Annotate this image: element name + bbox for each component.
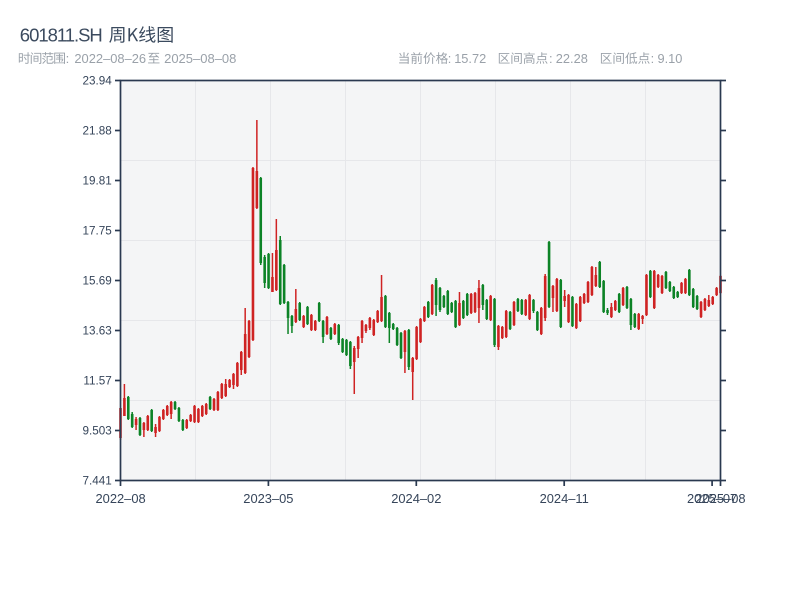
svg-text::: : xyxy=(651,51,655,66)
svg-text:2025–08: 2025–08 xyxy=(695,491,745,506)
svg-text:9.10: 9.10 xyxy=(658,51,683,66)
svg-text:2022–08: 2022–08 xyxy=(96,491,146,506)
svg-text:2024–02: 2024–02 xyxy=(391,491,441,506)
svg-text:19.81: 19.81 xyxy=(83,175,112,188)
svg-text:23.94: 23.94 xyxy=(83,75,113,88)
svg-text:601811.SH: 601811.SH xyxy=(20,24,103,45)
svg-text:13.63: 13.63 xyxy=(83,325,112,338)
svg-text:2023–05: 2023–05 xyxy=(243,491,293,506)
svg-text:2025–07: 2025–07 xyxy=(687,491,737,506)
svg-text::: : xyxy=(549,51,553,66)
svg-text:9.503: 9.503 xyxy=(83,425,112,438)
svg-text:2022–08–26: 2022–08–26 xyxy=(74,51,146,66)
svg-text:15.69: 15.69 xyxy=(83,275,112,288)
svg-text:11.57: 11.57 xyxy=(83,375,111,388)
svg-text:2024–11: 2024–11 xyxy=(540,491,589,506)
svg-text:2025–08–08: 2025–08–08 xyxy=(164,51,236,66)
svg-text:21.88: 21.88 xyxy=(83,125,112,138)
svg-text::: : xyxy=(448,51,452,66)
svg-text::: : xyxy=(66,51,70,66)
svg-text:17.75: 17.75 xyxy=(83,225,113,238)
svg-text:15.72: 15.72 xyxy=(454,51,486,66)
svg-text:7.441: 7.441 xyxy=(83,475,112,488)
svg-text:22.28: 22.28 xyxy=(556,51,588,66)
